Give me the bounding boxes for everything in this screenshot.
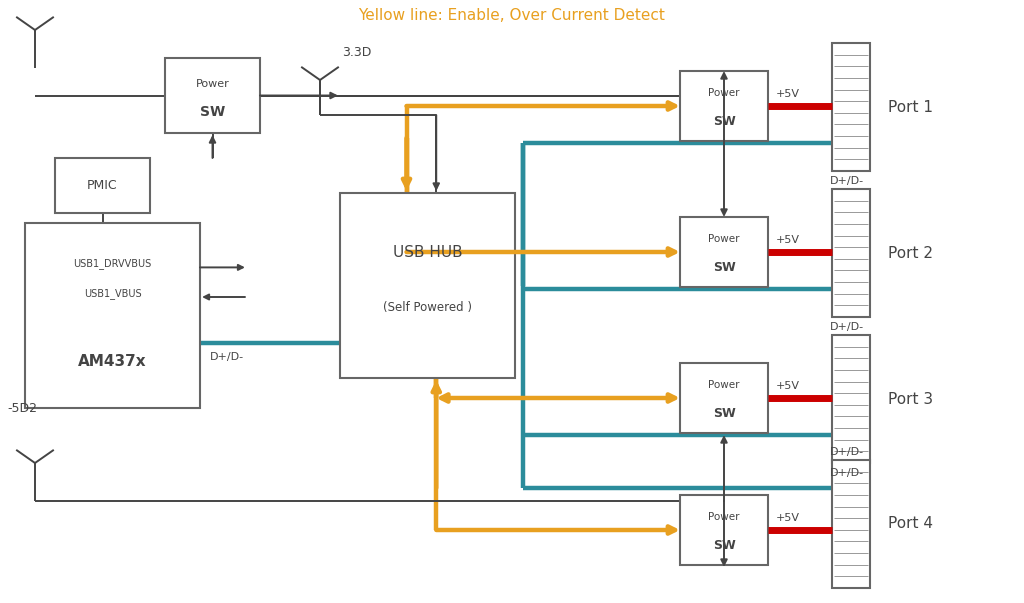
Text: +5V: +5V	[776, 381, 800, 391]
Bar	[680, 495, 768, 565]
Text: SW: SW	[713, 261, 735, 274]
Bar	[340, 193, 515, 378]
Bar	[831, 460, 870, 588]
Text: USB1_DRVVBUS: USB1_DRVVBUS	[74, 258, 152, 269]
Bar	[680, 363, 768, 433]
Text: 3.3D: 3.3D	[342, 45, 372, 58]
Text: +5V: +5V	[776, 513, 800, 523]
Text: Power: Power	[196, 79, 229, 89]
Text: Port 4: Port 4	[888, 517, 933, 531]
Text: Power: Power	[709, 380, 739, 390]
Text: D+/D-: D+/D-	[830, 322, 864, 332]
Bar	[25, 223, 200, 408]
Text: D+/D-: D+/D-	[830, 468, 864, 478]
Text: (Self Powered ): (Self Powered )	[383, 302, 472, 314]
Text: SW: SW	[713, 407, 735, 420]
Text: USB1_VBUS: USB1_VBUS	[84, 288, 141, 298]
Text: Port 3: Port 3	[888, 391, 933, 406]
Text: -5D2: -5D2	[7, 402, 37, 414]
Bar	[165, 58, 260, 133]
Text: Power: Power	[709, 235, 739, 244]
Bar	[831, 43, 870, 171]
Text: SW: SW	[713, 115, 735, 128]
Text: SW: SW	[713, 539, 735, 552]
Bar	[680, 71, 768, 141]
Text: D+/D-: D+/D-	[830, 176, 864, 186]
Text: +5V: +5V	[776, 89, 800, 99]
Text: Yellow line: Enable, Over Current Detect: Yellow line: Enable, Over Current Detect	[358, 8, 666, 23]
Bar	[831, 189, 870, 317]
Text: PMIC: PMIC	[87, 179, 118, 192]
Text: +5V: +5V	[776, 235, 800, 245]
Text: SW: SW	[200, 105, 225, 119]
Text: D+/D-: D+/D-	[830, 447, 864, 457]
Text: Port 1: Port 1	[888, 99, 933, 115]
Text: Port 2: Port 2	[888, 245, 933, 260]
Bar	[680, 217, 768, 287]
Text: USB HUB: USB HUB	[392, 245, 462, 260]
Text: Power: Power	[709, 513, 739, 522]
Text: D+/D-: D+/D-	[210, 352, 244, 362]
Bar	[831, 335, 870, 463]
Text: AM437x: AM437x	[78, 354, 146, 369]
Bar	[55, 158, 150, 213]
Text: Power: Power	[709, 89, 739, 98]
